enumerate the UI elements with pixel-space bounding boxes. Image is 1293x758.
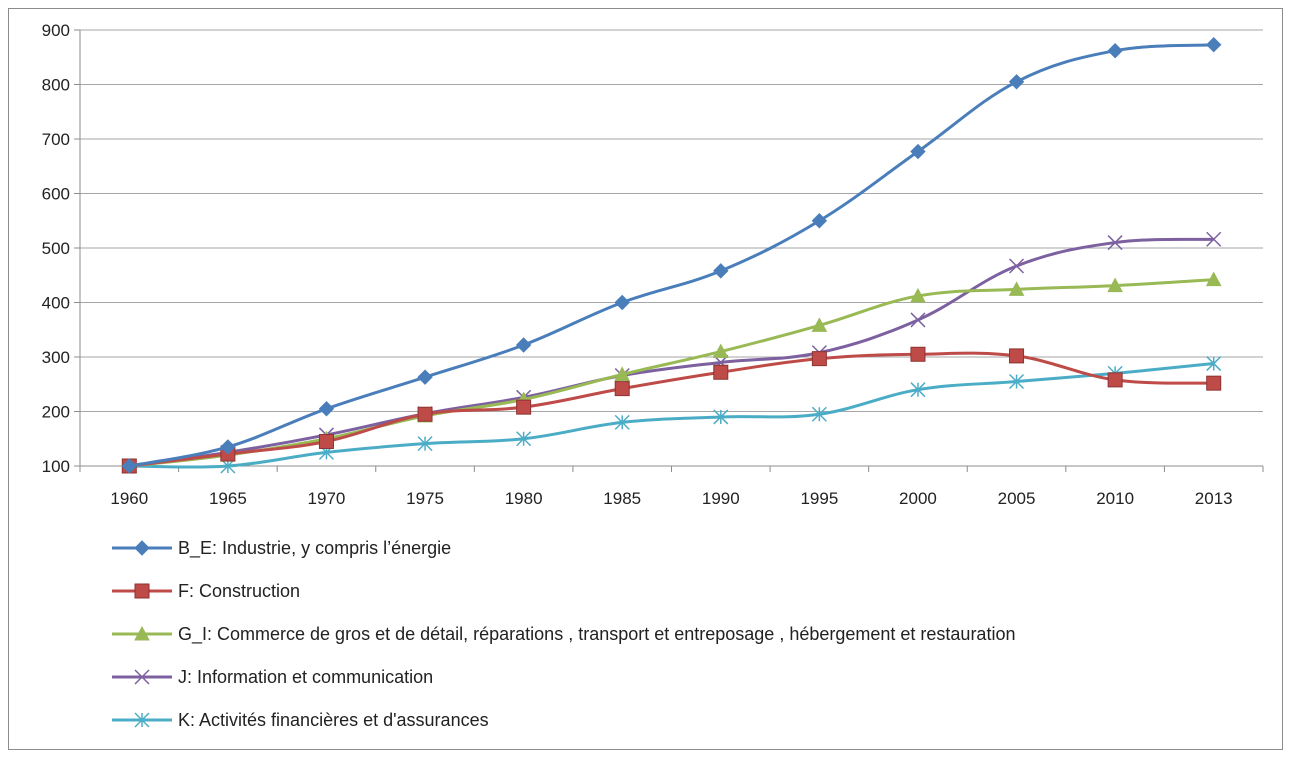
data-point <box>614 414 630 430</box>
data-point <box>811 317 828 332</box>
data-point <box>134 540 150 556</box>
legend-entry: G_I: Commerce de gros et de détail, répa… <box>112 624 1015 645</box>
data-point <box>1206 375 1222 391</box>
series-line <box>129 351 1214 468</box>
data-point-stroke <box>1009 258 1025 274</box>
data-point <box>811 351 827 367</box>
legend-entry: K: Activités financières et d'assurances <box>112 710 489 730</box>
data-point <box>713 263 729 279</box>
y-tick-label: 700 <box>42 130 70 149</box>
gridlines <box>80 29 1263 412</box>
legend-label: G_I: Commerce de gros et de détail, répa… <box>178 624 1015 645</box>
y-tick-label: 300 <box>42 348 70 367</box>
legend-label: F: Construction <box>178 581 300 601</box>
data-point <box>713 364 729 380</box>
legend-label: K: Activités financières et d'assurances <box>178 710 489 730</box>
data-point <box>1009 348 1025 364</box>
data-point <box>515 337 532 353</box>
data-point <box>614 366 631 381</box>
data-point <box>220 439 236 455</box>
series-4 <box>121 356 1222 474</box>
x-tick-label: 1995 <box>800 489 838 508</box>
x-tick-label: 1985 <box>603 489 641 508</box>
data-point <box>910 143 926 160</box>
y-tick-label: 400 <box>42 294 70 313</box>
data-point <box>614 294 630 311</box>
y-tick-label: 200 <box>42 403 70 422</box>
legend-entry: B_E: Industrie, y compris l’énergie <box>112 538 451 559</box>
data-point <box>134 712 150 728</box>
data-point <box>1107 277 1123 293</box>
data-point <box>318 433 334 449</box>
data-point <box>134 669 150 685</box>
data-point <box>134 583 150 599</box>
series-group <box>121 37 1222 474</box>
data-point <box>910 312 926 328</box>
data-point <box>1206 231 1222 247</box>
legend-label: J: Information et communication <box>178 667 433 687</box>
chart-frame <box>8 8 1283 750</box>
x-tick-label: 1965 <box>209 489 247 508</box>
series-1 <box>121 346 1222 474</box>
data-point <box>1107 372 1123 388</box>
data-point-stroke <box>910 312 926 328</box>
data-point <box>417 406 433 422</box>
data-point <box>910 346 926 362</box>
legend-entry: F: Construction <box>112 581 300 601</box>
y-axis-ticks: 100 200 300 400 500 600 700 800 900 <box>42 21 80 476</box>
data-point <box>417 369 433 385</box>
data-point <box>417 436 433 452</box>
data-point <box>1008 281 1025 296</box>
data-point <box>1009 373 1025 390</box>
data-point <box>1008 74 1025 90</box>
y-tick-label: 900 <box>42 21 70 40</box>
x-tick-label: 1960 <box>110 489 148 508</box>
x-tick-label: 2005 <box>998 489 1036 508</box>
data-point <box>1205 271 1222 287</box>
data-point <box>516 399 532 415</box>
y-tick-label: 100 <box>42 457 70 476</box>
data-point <box>1206 37 1222 53</box>
data-point <box>1107 43 1123 59</box>
data-point <box>811 406 827 422</box>
series-line <box>129 362 1214 469</box>
data-point <box>1009 258 1025 274</box>
x-tick-label: 2013 <box>1195 489 1233 508</box>
data-point <box>712 343 729 359</box>
series-0 <box>121 37 1222 474</box>
data-point-stroke <box>134 669 150 685</box>
series-line <box>129 237 1214 468</box>
x-tick-label: 2000 <box>899 489 937 508</box>
y-tick-label: 800 <box>42 76 70 95</box>
data-point <box>713 409 729 425</box>
x-tick-label: 1975 <box>406 489 444 508</box>
data-point <box>811 213 828 229</box>
data-point <box>614 381 630 397</box>
data-point <box>134 625 150 641</box>
x-axis-ticks: 1960 1965 1970 1975 1980 1985 1990 1995 2000 2005… <box>79 466 1264 508</box>
y-tick-label: 500 <box>42 239 70 258</box>
series-line <box>129 278 1214 468</box>
data-point-stroke <box>1107 235 1123 251</box>
data-point <box>121 458 137 474</box>
legend: B_E: Industrie, y compris l’énergie F: Co… <box>112 538 1015 730</box>
data-point-stroke <box>1206 231 1222 247</box>
series-3 <box>121 231 1222 474</box>
x-tick-label: 1970 <box>308 489 346 508</box>
data-point <box>910 287 926 303</box>
x-tick-label: 2010 <box>1096 489 1134 508</box>
legend-entry: J: Information et communication <box>112 667 433 687</box>
x-tick-label: 1980 <box>505 489 543 508</box>
x-tick-label: 1990 <box>702 489 740 508</box>
data-point <box>516 431 532 447</box>
data-point <box>1206 356 1222 372</box>
data-point <box>910 382 926 398</box>
data-point <box>318 401 335 417</box>
y-tick-label: 600 <box>42 185 70 204</box>
data-point <box>1107 235 1123 251</box>
legend-label: B_E: Industrie, y compris l’énergie <box>178 538 451 559</box>
